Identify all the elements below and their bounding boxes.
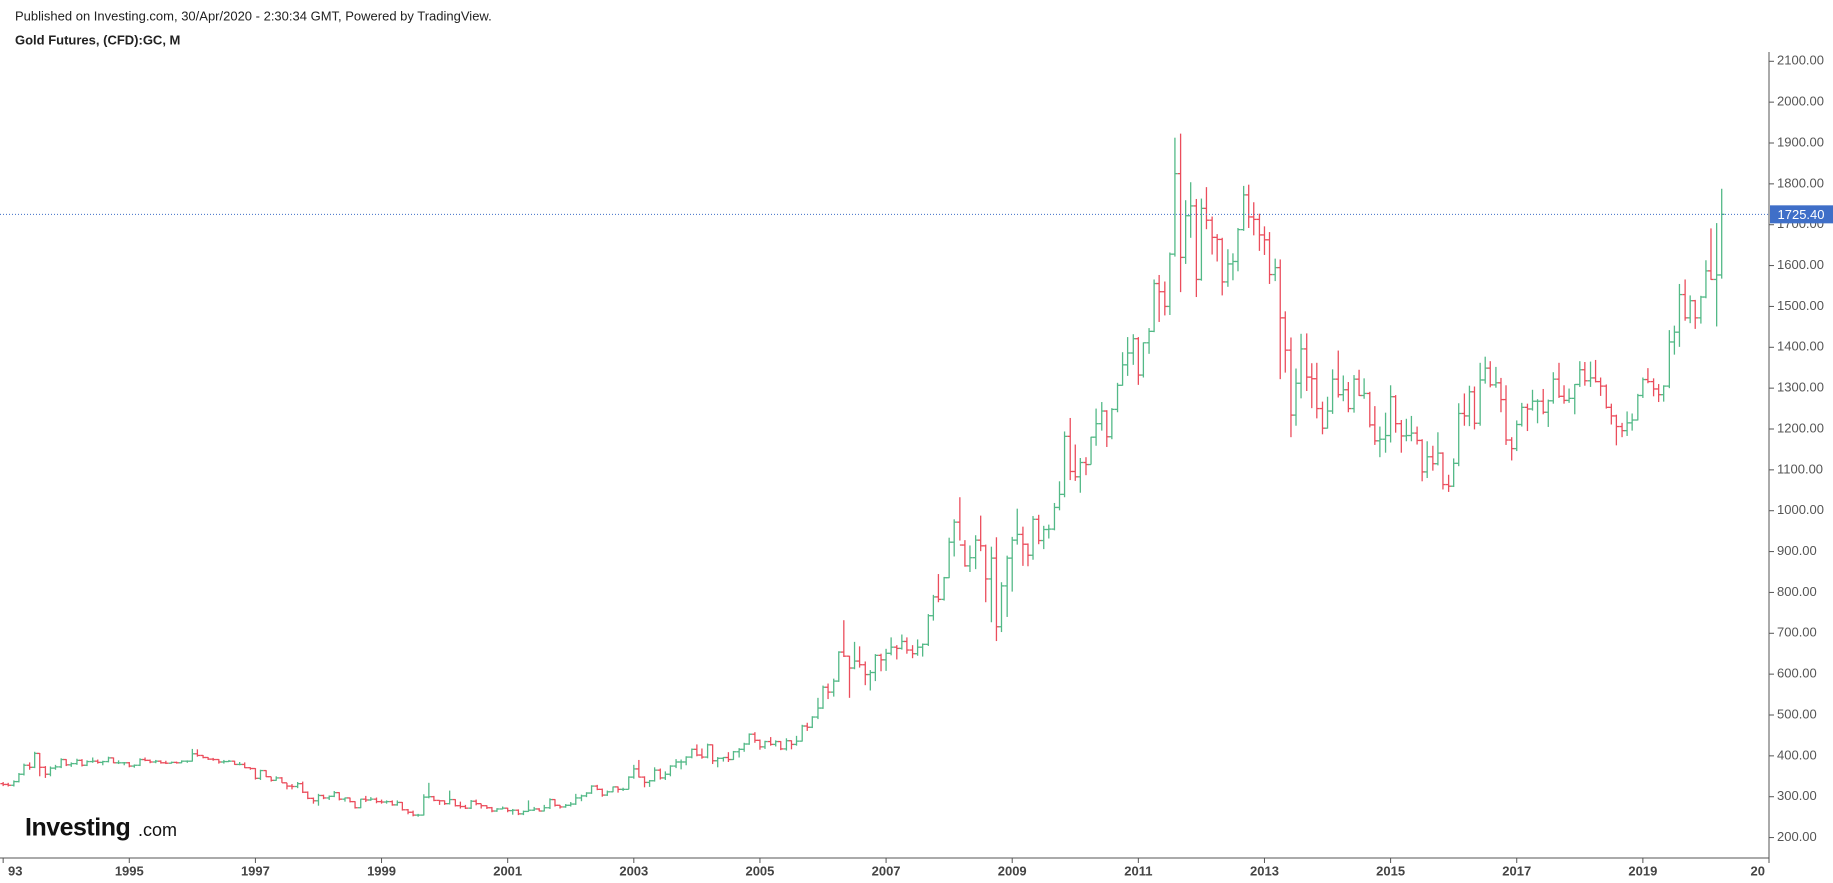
x-tick-label: 1999 bbox=[367, 863, 396, 878]
x-tick-label: 20 bbox=[1751, 863, 1765, 878]
plot-area bbox=[0, 133, 1725, 817]
x-tick-label: 1997 bbox=[241, 863, 270, 878]
x-tick-label: 2015 bbox=[1376, 863, 1405, 878]
x-tick-label: 2007 bbox=[872, 863, 901, 878]
x-tick-label: 1995 bbox=[115, 863, 144, 878]
watermark-suffix: .com bbox=[138, 820, 177, 840]
y-tick-label: 900.00 bbox=[1777, 543, 1817, 558]
y-tick-label: 1000.00 bbox=[1777, 502, 1824, 517]
y-tick-label: 1600.00 bbox=[1777, 257, 1824, 272]
y-tick-label: 1900.00 bbox=[1777, 134, 1824, 149]
x-tick-label: 2001 bbox=[493, 863, 522, 878]
y-tick-label: 300.00 bbox=[1777, 788, 1817, 803]
x-tick-label: 2003 bbox=[619, 863, 648, 878]
y-tick-label: 1200.00 bbox=[1777, 420, 1824, 435]
y-tick-label: 400.00 bbox=[1777, 747, 1817, 762]
x-tick-label: 2009 bbox=[998, 863, 1027, 878]
y-tick-label: 600.00 bbox=[1777, 666, 1817, 681]
x-tick-label: 2005 bbox=[745, 863, 774, 878]
x-tick-label: 2013 bbox=[1250, 863, 1279, 878]
price-label: 1725.40 bbox=[1778, 207, 1825, 222]
chart-title: Gold Futures, (CFD):GC, M bbox=[15, 32, 180, 47]
y-tick-label: 2000.00 bbox=[1777, 94, 1824, 109]
y-tick-label: 500.00 bbox=[1777, 706, 1817, 721]
x-tick-label: 2011 bbox=[1124, 863, 1152, 878]
published-note: Published on Investing.com, 30/Apr/2020 … bbox=[15, 8, 492, 23]
x-tick-label: 2019 bbox=[1628, 863, 1657, 878]
y-tick-label: 1300.00 bbox=[1777, 380, 1824, 395]
x-tick-label: 2017 bbox=[1502, 863, 1531, 878]
y-tick-label: 1400.00 bbox=[1777, 339, 1824, 354]
y-tick-label: 1100.00 bbox=[1777, 461, 1823, 476]
y-tick-label: 800.00 bbox=[1777, 584, 1817, 599]
y-tick-label: 1800.00 bbox=[1777, 175, 1824, 190]
y-tick-label: 200.00 bbox=[1777, 829, 1817, 844]
y-tick-label: 1500.00 bbox=[1777, 298, 1824, 313]
x-tick-label: 93 bbox=[8, 863, 22, 878]
watermark-brand: Investing bbox=[25, 814, 130, 842]
price-label-box bbox=[1770, 205, 1833, 224]
y-tick-label: 700.00 bbox=[1777, 625, 1817, 640]
y-tick-label: 2100.00 bbox=[1777, 53, 1824, 68]
